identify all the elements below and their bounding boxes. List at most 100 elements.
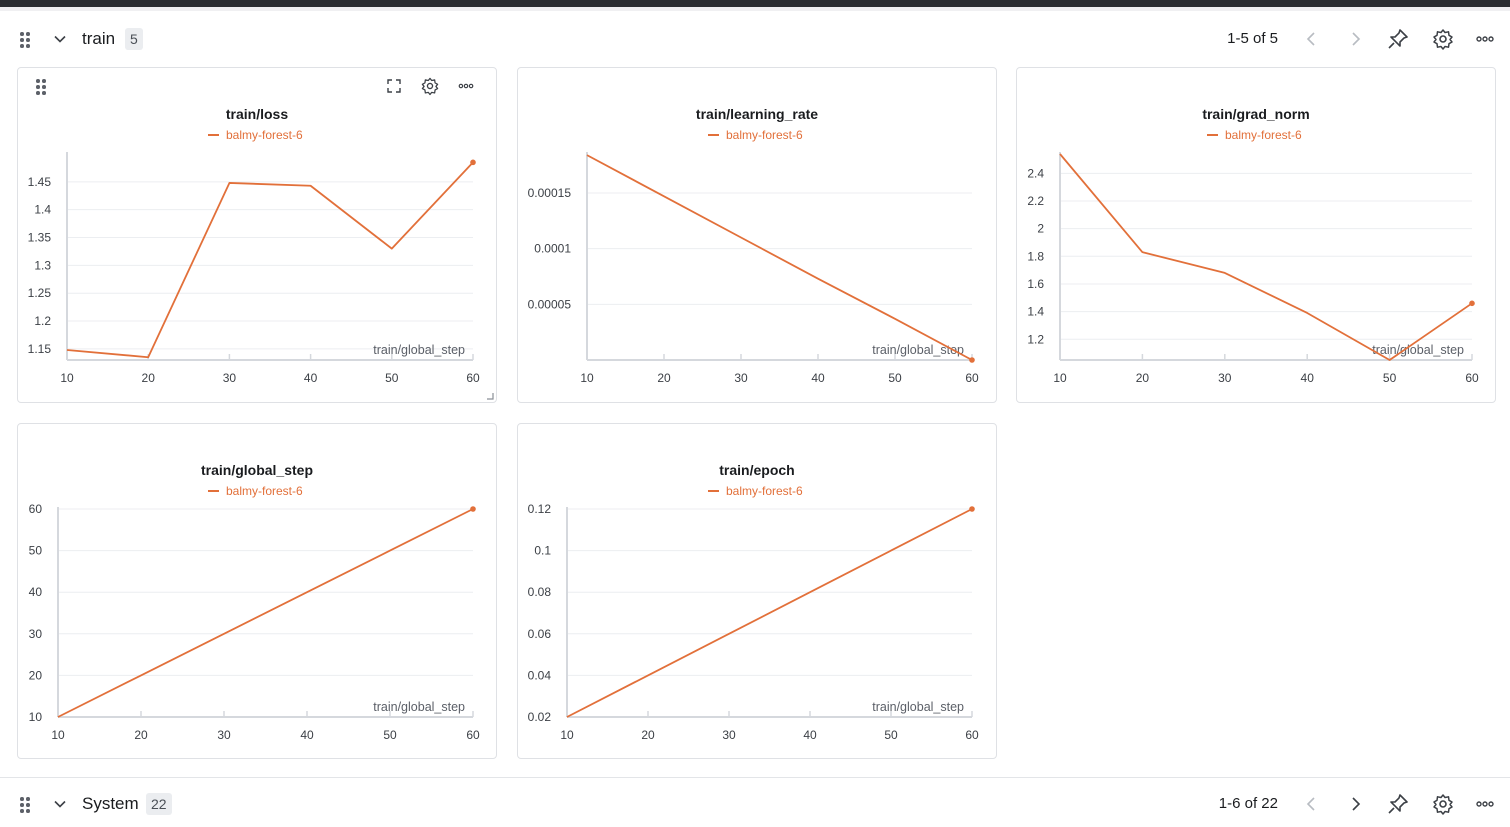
data-point (1469, 301, 1475, 307)
x-tick-label: 10 (60, 371, 74, 385)
series-line (1060, 154, 1472, 360)
y-tick-label: 1.2 (34, 314, 51, 328)
y-tick-label: 1.6 (1027, 277, 1044, 291)
more-horizontal-icon[interactable] (1472, 791, 1498, 817)
section-title[interactable]: System (82, 794, 139, 814)
y-tick-label: 1.4 (34, 203, 51, 217)
x-tick-label: 20 (134, 728, 148, 742)
x-tick-label: 50 (888, 371, 902, 385)
gear-icon[interactable] (1430, 26, 1456, 52)
x-tick-label: 10 (560, 728, 574, 742)
chart-svg: train/grad_normbalmy-forest-61.21.41.61.… (1017, 68, 1495, 402)
x-axis-label: train/global_step (872, 700, 964, 714)
drag-handle-icon[interactable] (36, 79, 48, 95)
pager-text: 1-6 of 22 (1190, 795, 1278, 812)
more-horizontal-icon[interactable] (455, 75, 477, 97)
y-tick-label: 0.00005 (528, 297, 572, 311)
x-tick-label: 30 (734, 371, 748, 385)
y-tick-label: 2.2 (1027, 194, 1044, 208)
section-divider (0, 777, 1510, 778)
legend-label: balmy-forest-6 (726, 484, 803, 498)
x-tick-label: 10 (580, 371, 594, 385)
chart-title: train/learning_rate (696, 106, 818, 122)
series-line (67, 162, 473, 357)
chevron-left-icon[interactable] (1299, 791, 1325, 817)
resize-handle-icon[interactable] (486, 392, 494, 400)
section-title[interactable]: train (82, 29, 115, 49)
series-line (587, 155, 972, 360)
data-point (470, 160, 476, 166)
x-tick-label: 40 (1301, 371, 1315, 385)
more-horizontal-icon[interactable] (1472, 26, 1498, 52)
x-tick-label: 30 (722, 728, 736, 742)
data-point (969, 357, 975, 363)
x-tick-label: 40 (803, 728, 817, 742)
y-tick-label: 1.35 (28, 231, 52, 245)
chevron-left-icon[interactable] (1299, 26, 1325, 52)
chart-svg: train/global_stepbalmy-forest-6102030405… (18, 424, 496, 758)
y-tick-label: 60 (29, 502, 43, 516)
x-tick-label: 40 (304, 371, 318, 385)
pin-icon[interactable] (1385, 26, 1411, 52)
data-point (470, 506, 476, 512)
y-tick-label: 40 (29, 585, 43, 599)
x-axis-label: train/global_step (1372, 343, 1464, 357)
legend-label: balmy-forest-6 (226, 484, 303, 498)
x-tick-label: 50 (383, 728, 397, 742)
x-tick-label: 40 (300, 728, 314, 742)
x-axis-label: train/global_step (373, 343, 465, 357)
y-tick-label: 0.0001 (534, 242, 571, 256)
x-tick-label: 30 (217, 728, 231, 742)
drag-handle-icon[interactable] (20, 32, 32, 48)
x-tick-label: 40 (811, 371, 825, 385)
chevron-down-icon[interactable] (51, 795, 69, 813)
y-tick-label: 20 (29, 668, 43, 682)
x-axis-label: train/global_step (373, 700, 465, 714)
series-line (58, 509, 473, 717)
y-tick-label: 1.8 (1027, 249, 1044, 263)
fullscreen-icon[interactable] (383, 75, 405, 97)
x-tick-label: 20 (142, 371, 156, 385)
y-tick-label: 0.12 (528, 502, 552, 516)
section-header-train: train 5 1-5 of 5 (0, 16, 1510, 62)
chevron-right-icon[interactable] (1342, 791, 1368, 817)
y-tick-label: 1.45 (28, 175, 52, 189)
section-header-system: System 22 1-6 of 22 (0, 781, 1510, 827)
chart-title: train/epoch (719, 462, 794, 478)
pin-icon[interactable] (1385, 791, 1411, 817)
x-tick-label: 50 (1383, 371, 1397, 385)
gear-icon[interactable] (419, 75, 441, 97)
y-tick-label: 0.00015 (528, 186, 572, 200)
legend-label: balmy-forest-6 (726, 128, 803, 142)
y-tick-label: 1.2 (1027, 332, 1044, 346)
gear-icon[interactable] (1430, 791, 1456, 817)
y-tick-label: 0.08 (528, 585, 552, 599)
y-tick-label: 50 (29, 544, 43, 558)
data-point (969, 506, 975, 512)
x-tick-label: 60 (466, 371, 480, 385)
pager-text: 1-5 of 5 (1190, 30, 1278, 47)
top-bar (0, 0, 1510, 7)
legend-label: balmy-forest-6 (1225, 128, 1302, 142)
x-tick-label: 10 (1053, 371, 1067, 385)
chart-title: train/loss (226, 106, 288, 122)
y-tick-label: 1.4 (1027, 305, 1044, 319)
y-tick-label: 0.02 (528, 710, 552, 724)
chart-panel-train-learning-rate[interactable]: train/learning_rate balmy-forest-6 0.00005… (517, 67, 997, 403)
top-bar-divider (0, 7, 1510, 11)
chart-title: train/global_step (201, 462, 313, 478)
x-tick-label: 30 (223, 371, 237, 385)
y-tick-label: 30 (29, 627, 43, 641)
y-tick-label: 0.06 (528, 627, 552, 641)
chevron-right-icon[interactable] (1342, 26, 1368, 52)
legend-label: balmy-forest-6 (226, 128, 303, 142)
chevron-down-icon[interactable] (51, 30, 69, 48)
x-axis-label: train/global_step (872, 343, 964, 357)
y-tick-label: 1.25 (28, 286, 52, 300)
x-tick-label: 60 (965, 371, 979, 385)
x-tick-label: 60 (466, 728, 480, 742)
